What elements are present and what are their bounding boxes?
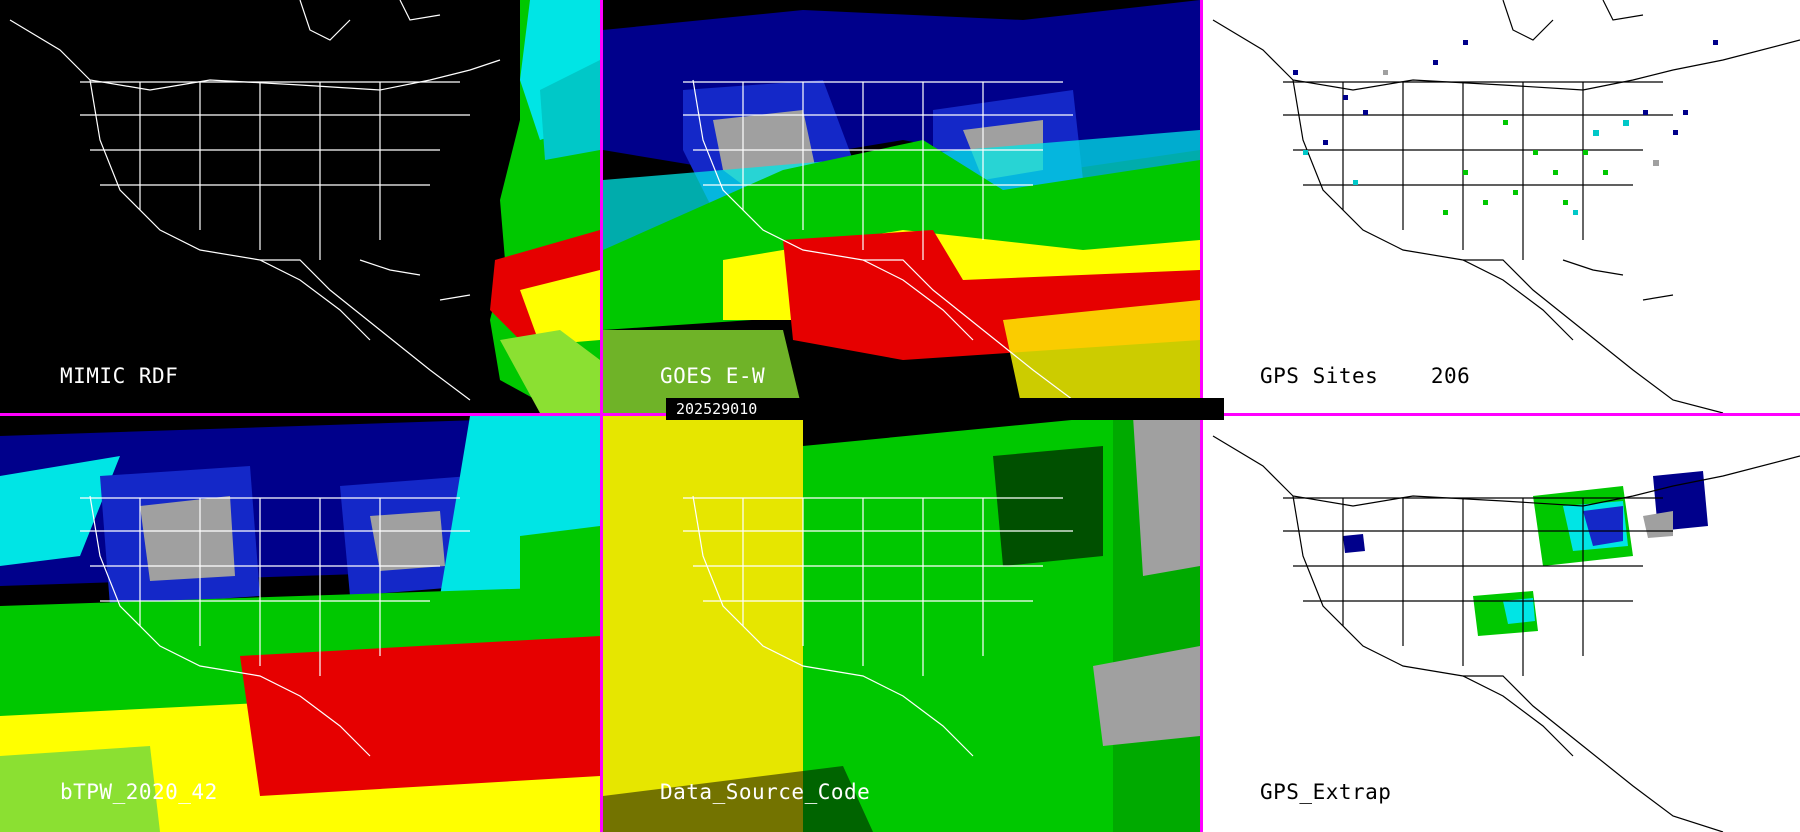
- gps-extrap-map: [1212, 435, 1800, 832]
- gps-sites-count: 206: [1430, 364, 1471, 388]
- panel-gps-extrap: GPS_Extrap: [1203, 416, 1800, 832]
- gps-sites-map: [1212, 0, 1800, 413]
- panel-gps-sites: GPS Sites 206: [1203, 0, 1800, 413]
- panel-label: bTPW_2020_42: [60, 780, 218, 804]
- panel-label: GPS Sites 206: [1260, 364, 1470, 388]
- panel-mimic-rdf: MIMIC RDF: [0, 0, 600, 413]
- panel-btpw: bTPW_2020_42: [0, 416, 600, 832]
- panel-data-source: Data_Source_Code: [603, 416, 1200, 832]
- data-source-map: [603, 416, 1200, 832]
- goes-ew-map: [603, 0, 1200, 413]
- gps-sites-title: GPS Sites: [1260, 364, 1379, 388]
- panel-label: GPS_Extrap: [1260, 780, 1392, 804]
- btpw-map: [0, 416, 600, 832]
- panel-label: MIMIC RDF: [60, 364, 179, 388]
- panel-divider-vertical: [600, 0, 603, 832]
- mimic-rdf-map: [9, 0, 600, 413]
- timestamp-label: 202529010: [666, 398, 1224, 420]
- panel-label: Data_Source_Code: [660, 780, 871, 804]
- panel-label: GOES E-W: [660, 364, 766, 388]
- panel-goes-ew: GOES E-W: [603, 0, 1200, 413]
